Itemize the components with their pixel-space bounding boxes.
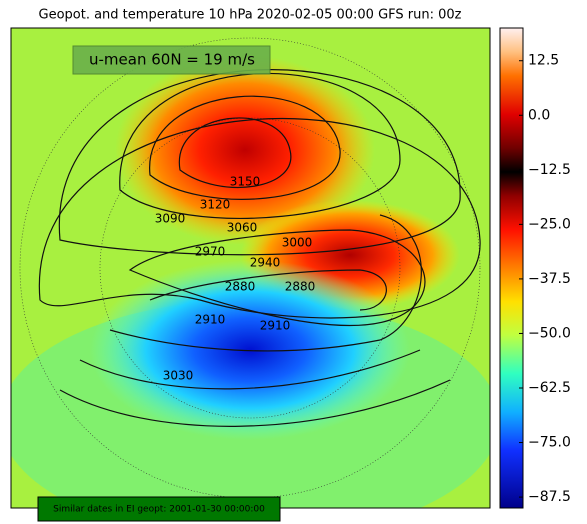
colorbar-tick-label: 0.0	[528, 107, 550, 123]
contour-label: 2940	[250, 256, 281, 270]
colorbar-tick-label: 12.5	[528, 53, 559, 69]
footer-box	[37, 496, 281, 522]
colorbar	[499, 27, 524, 509]
contour-label: 3120	[200, 198, 231, 212]
contour-label: 3030	[163, 369, 194, 383]
contour-label: 2910	[195, 313, 226, 327]
colorbar-tick-label: −37.5	[528, 271, 571, 287]
contour-label: 3150	[230, 175, 261, 189]
footer: Similar dates in EI geopt: 2001-01-30 00…	[53, 505, 265, 515]
colorbar-tick-label: −12.5	[528, 162, 571, 178]
colorbar-tick-label: −87.5	[528, 489, 571, 505]
title: Geopot. and temperature 10 hPa 2020-02-0…	[39, 8, 462, 23]
colorbar-tick-label: −75.0	[528, 435, 571, 451]
annotation-box	[72, 45, 271, 75]
colorbar-tick-label: −62.5	[528, 380, 571, 396]
contour-label: 3090	[155, 212, 186, 226]
contour-label: 2910	[260, 319, 291, 333]
contour-label: 3060	[227, 221, 258, 235]
annotation: u-mean 60N = 19 m/s	[89, 51, 255, 69]
colorbar-tick-label: −50.0	[528, 325, 571, 341]
contour-label: 3000	[282, 236, 313, 250]
contour-label: 2880	[225, 280, 256, 294]
contour-label: 2970	[195, 245, 226, 259]
colorbar-tick-label: −25.0	[528, 216, 571, 232]
contour-label: 2880	[285, 280, 316, 294]
map	[11, 28, 490, 508]
contour-labels: 3150 3120 3090 3060 3000 2970 2940 2880 …	[155, 175, 316, 383]
